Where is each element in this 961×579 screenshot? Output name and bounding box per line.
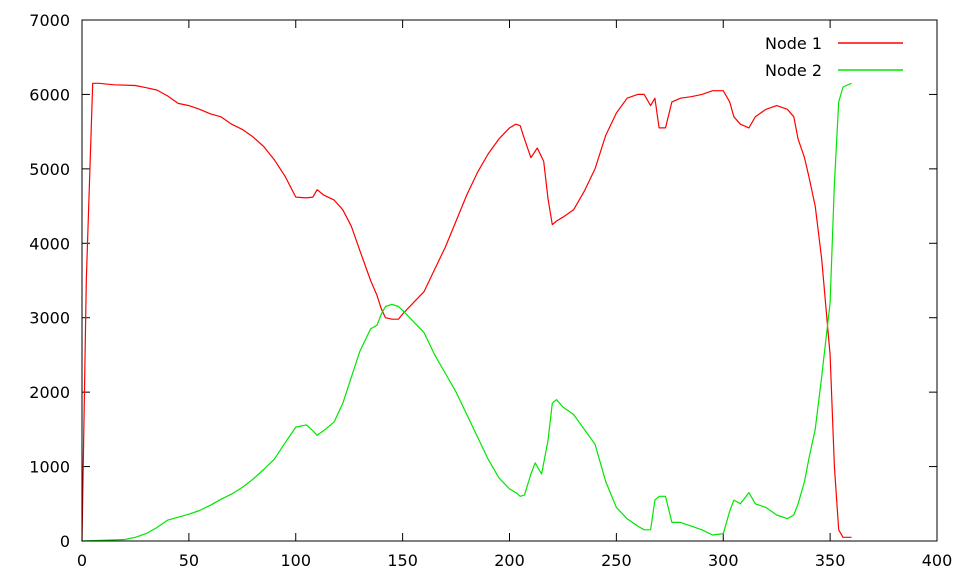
x-tick-label: 100: [280, 551, 311, 570]
series-line-node-2: [81, 82, 852, 542]
y-tick-label: 6000: [29, 85, 70, 104]
legend-label: Node 1: [765, 34, 822, 53]
x-axis: 0 50 100 150 200 250 300 350 400: [77, 20, 952, 570]
x-tick-label: 0: [77, 551, 87, 570]
x-tick-label: 300: [708, 551, 739, 570]
x-tick-label: 200: [494, 551, 525, 570]
y-tick-label: 0: [60, 532, 70, 551]
x-tick-label: 400: [922, 551, 953, 570]
y-tick-label: 5000: [29, 160, 70, 179]
legend: Node 1 Node 2: [765, 34, 903, 80]
plot-series: [81, 82, 852, 542]
plot-frame: [81, 19, 938, 542]
y-tick-label: 3000: [29, 309, 70, 328]
y-tick-label: 7000: [29, 11, 70, 30]
x-tick-label: 350: [815, 551, 846, 570]
x-tick-label: 50: [179, 551, 199, 570]
x-tick-label: 250: [601, 551, 632, 570]
legend-label: Node 2: [765, 61, 822, 80]
y-tick-label: 2000: [29, 383, 70, 402]
y-tick-label: 1000: [29, 458, 70, 477]
series-line-node-1: [81, 82, 852, 542]
y-tick-label: 4000: [29, 234, 70, 253]
x-tick-label: 150: [387, 551, 418, 570]
y-axis: 0 1000 2000 3000 4000 5000 6000 7000: [29, 11, 937, 551]
